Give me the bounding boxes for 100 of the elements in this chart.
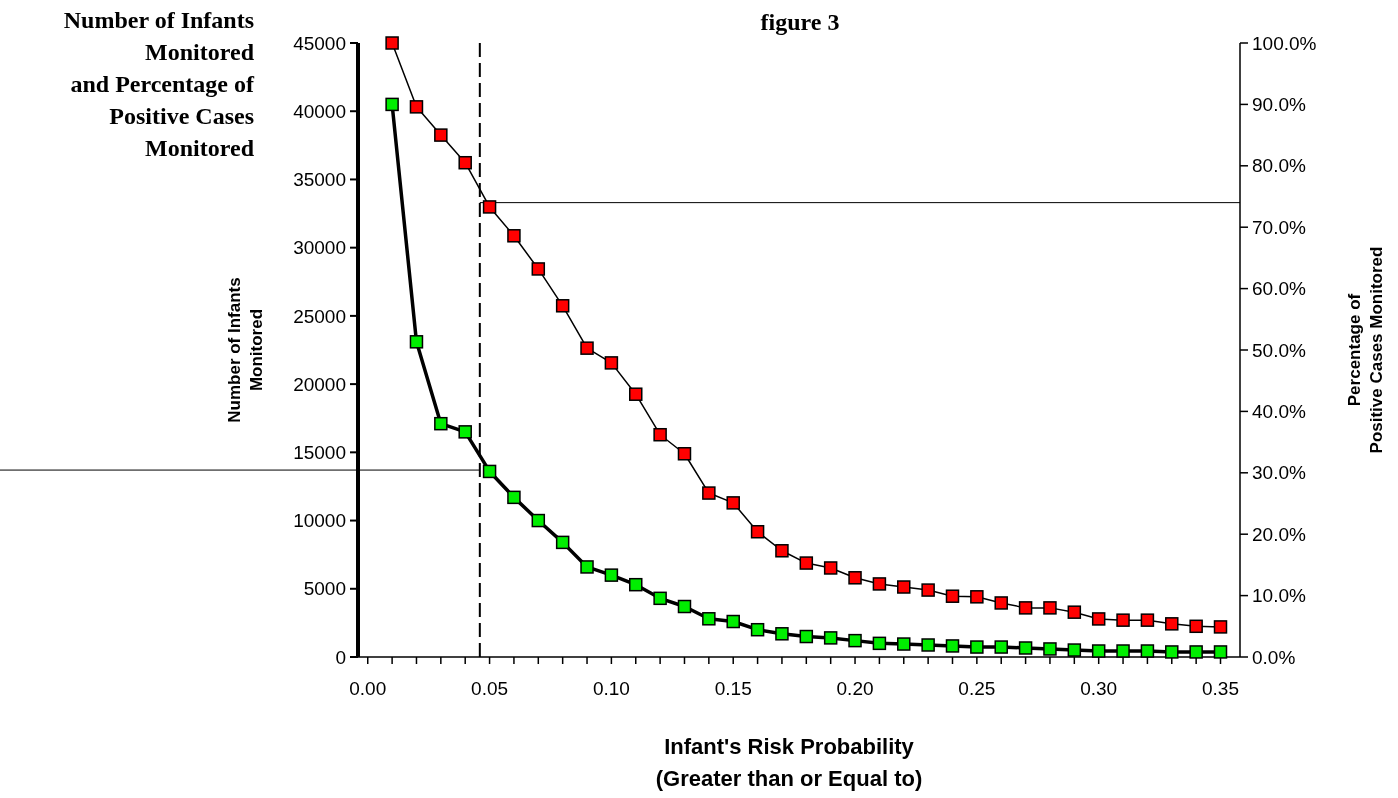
point <box>799 629 814 644</box>
text: Number of Infants Monitored and Percentage of Positive Cases Monitored <box>63 7 256 161</box>
point <box>750 622 765 637</box>
y2-axis-title: Percentage of Positive Cases Monitored <box>1345 246 1386 454</box>
x-tick-label: 0.05 <box>471 678 509 699</box>
point <box>677 599 692 614</box>
point <box>653 591 667 606</box>
y2-tick-label: 80.0% <box>1252 155 1306 177</box>
point <box>1091 644 1106 658</box>
point <box>775 544 789 558</box>
point <box>555 299 570 313</box>
point <box>945 589 960 603</box>
point <box>385 36 399 50</box>
y-tick-label: 10000 <box>293 510 346 532</box>
point <box>555 535 570 550</box>
point <box>726 614 740 629</box>
x-tick-label: 0.10 <box>592 678 630 699</box>
point <box>1018 601 1033 615</box>
point <box>507 490 521 505</box>
point <box>507 229 521 243</box>
point <box>897 580 911 594</box>
point <box>385 97 399 112</box>
point <box>799 556 814 570</box>
y2-tick-label: 70.0% <box>1252 216 1306 238</box>
y-tick-label: 25000 <box>293 305 346 327</box>
point <box>1189 645 1203 659</box>
point <box>434 128 448 142</box>
point <box>750 524 765 539</box>
x-tick-label: 0.30 <box>1080 678 1118 699</box>
point <box>1165 617 1179 631</box>
y2-tick-label: 10.0% <box>1252 585 1306 607</box>
point <box>1140 613 1155 627</box>
point <box>482 200 497 214</box>
x-tick-label: 0.20 <box>836 678 874 699</box>
point <box>629 577 643 592</box>
point <box>653 427 667 442</box>
point <box>897 637 911 651</box>
y-axis-title: Number of Infants Monitored <box>225 277 266 423</box>
x-tick-label: 0.15 <box>714 678 752 699</box>
point <box>823 561 838 575</box>
point <box>482 464 497 479</box>
point <box>409 335 424 349</box>
y2-tick-label: 0.0% <box>1252 646 1296 668</box>
x-axis-title: Infant's Risk Probability (Greater than or Equal to) <box>655 734 923 791</box>
y2-tick-label: 50.0% <box>1252 339 1306 361</box>
point <box>1165 645 1179 659</box>
point <box>1189 619 1203 634</box>
point <box>1116 613 1130 627</box>
point <box>702 486 716 500</box>
point <box>1067 643 1082 657</box>
point <box>1018 641 1033 655</box>
y-tick-label: 35000 <box>293 169 346 191</box>
point <box>970 640 984 654</box>
point <box>1213 620 1228 634</box>
point <box>434 416 448 431</box>
point <box>580 341 594 355</box>
y-tick-label: 20000 <box>293 373 346 395</box>
point <box>726 496 740 510</box>
point <box>629 387 643 401</box>
point <box>823 631 838 645</box>
point <box>458 425 472 439</box>
point <box>1043 601 1057 615</box>
y-tick-label: 45000 <box>293 32 346 54</box>
point <box>848 571 862 585</box>
point <box>531 513 546 528</box>
point <box>921 583 935 597</box>
y2-tick-label: 20.0% <box>1252 523 1306 545</box>
point <box>921 638 935 652</box>
point <box>1067 605 1082 619</box>
point <box>458 155 472 170</box>
point <box>677 447 692 461</box>
point <box>702 612 716 626</box>
point <box>1116 644 1130 658</box>
point <box>872 577 887 591</box>
point <box>994 640 1008 654</box>
y-tick-label: 15000 <box>293 441 346 463</box>
x-tick-label: 0.25 <box>958 678 996 699</box>
point <box>531 262 546 276</box>
x-tick-label: 0.00 <box>349 678 387 699</box>
y-tick-label: 30000 <box>293 237 346 259</box>
y2-tick-label: 100.0% <box>1252 32 1317 54</box>
y2-tick-label: 60.0% <box>1252 278 1306 300</box>
y2-tick-label: 30.0% <box>1252 462 1306 484</box>
y-tick-label: 0 <box>335 646 346 668</box>
point <box>1213 645 1228 659</box>
point <box>604 568 619 582</box>
point <box>1140 644 1155 658</box>
chart-title: figure 3 <box>760 9 840 35</box>
point <box>604 356 619 370</box>
point <box>580 560 594 574</box>
x-tick-label: 0.35 <box>1202 678 1239 699</box>
y2-tick-label: 40.0% <box>1252 401 1306 423</box>
y-tick-label: 40000 <box>293 100 346 122</box>
point <box>872 636 887 651</box>
point <box>775 627 789 641</box>
y-tick-label: 5000 <box>303 578 346 600</box>
point <box>1043 642 1057 656</box>
point <box>970 590 984 604</box>
point <box>945 639 960 653</box>
point <box>1091 612 1106 626</box>
